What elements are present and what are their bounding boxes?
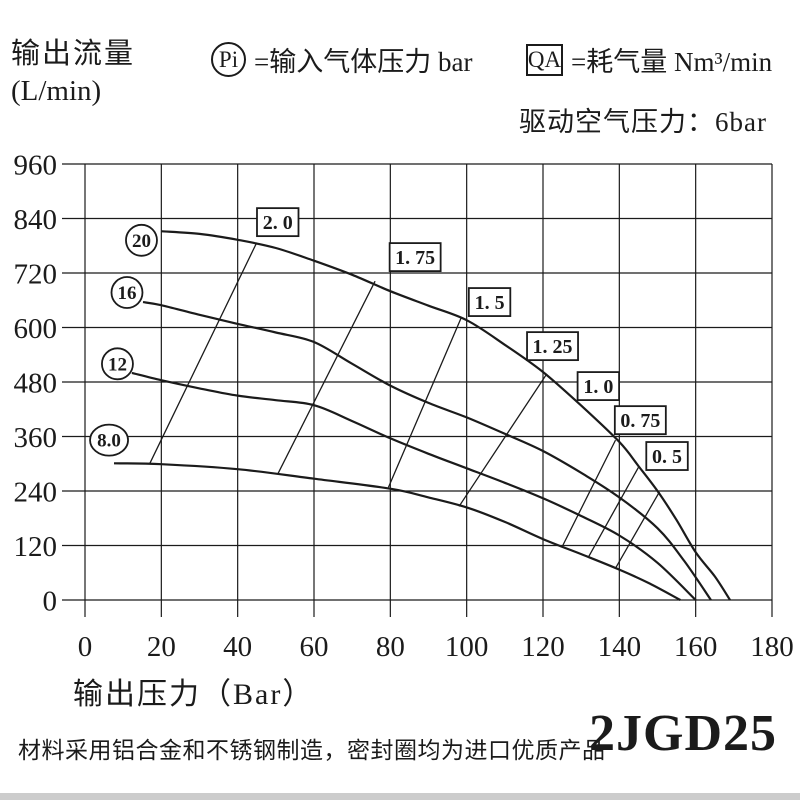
y-tick-label-480: 480 [14, 368, 58, 400]
qa-label-box-1.25 [526, 331, 579, 362]
x-tick-label-180: 180 [750, 631, 794, 663]
y-tick-label-0: 0 [43, 586, 58, 618]
qa-label-box-1.5 [467, 287, 512, 317]
qa-label-box-1.75 [388, 242, 442, 273]
pi-circle-symbol: Pi [211, 42, 246, 77]
x-tick-label-160: 160 [674, 631, 718, 663]
x-tick-label-60: 60 [300, 631, 329, 663]
pi-label-circle-8_0 [89, 423, 129, 457]
qa-line-1.75 [277, 280, 376, 474]
pi-label-text-8_0: 8.0 [97, 431, 121, 452]
qa-line-2 [149, 242, 258, 464]
y-axis-title-text: 输出流量 [11, 38, 136, 70]
qa-line-1 [561, 439, 617, 548]
y-tick-label-600: 600 [14, 313, 58, 345]
qa-label-box-2 [256, 207, 300, 238]
pi-curve-8_0 [113, 462, 681, 601]
qa-label-box-1 [576, 371, 620, 401]
scan-edge-strip [0, 793, 800, 800]
pi-curve-16 [142, 301, 712, 601]
x-tick-label-20: 20 [147, 631, 176, 663]
y-tick-label-120: 120 [14, 531, 58, 563]
x-tick-label-40: 40 [223, 631, 252, 663]
qa-label-text-1.5: 1. 5 [475, 292, 505, 314]
qa-line-1.5 [387, 318, 462, 488]
x-tick-label-0: 0 [78, 631, 93, 663]
legend-pi: Pi =输入气体压力 bar [211, 40, 472, 79]
y-tick-label-720: 720 [14, 259, 58, 291]
x-tick-label-100: 100 [445, 631, 489, 663]
model-number: 2JGD25 [589, 705, 777, 762]
materials-note: 材料采用铝合金和不锈钢制造，密封圈均为进口优质产品 [18, 738, 606, 763]
x-tick-label-80: 80 [376, 631, 405, 663]
legend-qa-text: =耗气量 Nm³/min [571, 47, 773, 77]
y-tick-label-960: 960 [14, 150, 58, 182]
legend-pi-text: =输入气体压力 bar [254, 47, 473, 77]
legend-qa: QA =耗气量 Nm³/min [526, 40, 772, 79]
x-axis-title: 输出压力（Bar） [73, 678, 315, 711]
y-tick-label-840: 840 [14, 204, 58, 236]
pi-label-circle-12 [101, 347, 134, 381]
x-tick-label-140: 140 [598, 631, 642, 663]
pi-label-text-20: 20 [132, 231, 151, 252]
qa-box-symbol: QA [526, 43, 563, 76]
pi-label-text-16: 16 [117, 283, 136, 304]
qa-label-text-1.75: 1. 75 [395, 247, 435, 269]
qa-line-0.5 [614, 491, 660, 569]
drive-air-pressure-label: 驱动空气压力：6bar [519, 107, 767, 137]
qa-label-text-0.75: 0. 75 [620, 410, 660, 432]
qa-label-text-0.5: 0. 5 [652, 446, 682, 468]
qa-label-box-0.75 [613, 405, 667, 436]
qa-label-box-0.5 [645, 441, 689, 471]
y-axis-unit: (L/min) [11, 75, 102, 107]
pi-label-circle-20 [125, 223, 158, 257]
pi-curve-20 [160, 230, 731, 601]
qa-label-text-2: 2. 0 [263, 212, 293, 234]
qa-label-text-1.25: 1. 25 [533, 336, 573, 358]
pi-label-circle-16 [110, 276, 144, 309]
qa-label-text-1: 1. 0 [583, 376, 613, 398]
y-axis-title: 输出流量 (L/min) [11, 36, 135, 110]
qa-line-1.25 [458, 373, 548, 507]
y-tick-label-240: 240 [14, 477, 58, 509]
y-tick-label-360: 360 [14, 422, 58, 454]
pi-curve-12 [131, 371, 697, 601]
qa-line-0.75 [588, 467, 639, 557]
pi-label-text-12: 12 [108, 354, 127, 375]
x-tick-label-120: 120 [521, 631, 565, 663]
